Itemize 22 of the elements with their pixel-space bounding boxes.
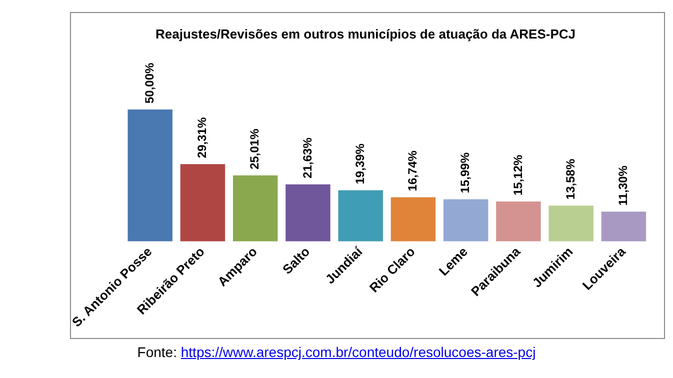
source-note: Fonte: https://www.arespcj.com.br/conteudo/resolucoes-ares-pcj bbox=[136, 344, 537, 360]
bar bbox=[443, 199, 488, 242]
bar bbox=[338, 190, 383, 242]
bar bbox=[128, 110, 172, 242]
bar bbox=[496, 202, 541, 242]
data-label: 13,58% bbox=[563, 158, 578, 200]
bar bbox=[548, 206, 594, 242]
bar bbox=[390, 197, 436, 242]
bar bbox=[601, 212, 646, 242]
bar bbox=[286, 184, 330, 242]
data-label: 29,31% bbox=[195, 117, 210, 158]
data-label: 50,00% bbox=[142, 62, 156, 104]
bar bbox=[232, 175, 278, 242]
data-label: 16,74% bbox=[406, 150, 420, 192]
data-label: 25,01% bbox=[248, 128, 262, 170]
bar bbox=[180, 164, 226, 242]
data-label: 15,12% bbox=[510, 154, 525, 196]
chart-title: Reajustes/Revisões em outros municípios de atuação da ARES-PCJ bbox=[156, 26, 576, 42]
data-label: 21,63% bbox=[300, 137, 314, 178]
data-label: 19,39% bbox=[352, 143, 367, 184]
data-label: 15,99% bbox=[458, 152, 472, 194]
data-label: 11,30% bbox=[616, 165, 630, 206]
